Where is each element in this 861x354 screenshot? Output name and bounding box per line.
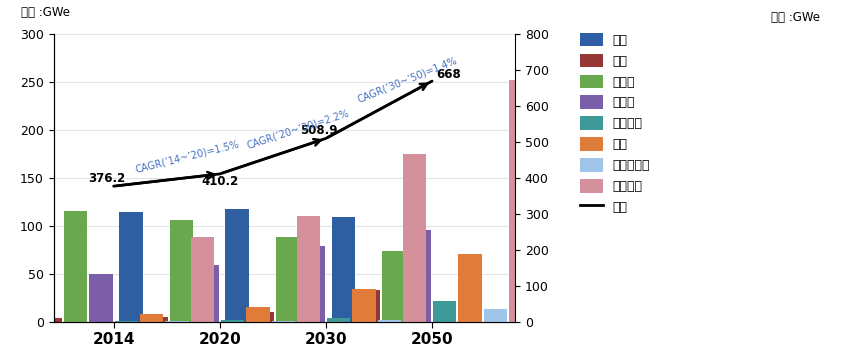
Bar (195, 265, 219, 322)
Bar (301, 246, 325, 322)
Bar (64, 211, 87, 322)
Bar (13, 213, 36, 322)
Bar (251, 312, 274, 322)
Bar (170, 220, 194, 322)
Bar (246, 307, 269, 322)
Bar (165, 321, 189, 322)
Text: 668: 668 (437, 68, 461, 80)
Bar (327, 318, 350, 322)
Text: CAGR(’14~’20)=1.5%: CAGR(’14~’20)=1.5% (134, 139, 240, 175)
Bar (407, 230, 431, 322)
Bar (271, 321, 295, 322)
Text: 단위 :GWe: 단위 :GWe (22, 6, 71, 19)
Bar (191, 237, 214, 322)
Text: 단위 :GWe: 단위 :GWe (771, 11, 820, 24)
Text: CAGR(’20~’30)=2.2%: CAGR(’20~’30)=2.2% (245, 108, 350, 151)
Text: 376.2: 376.2 (89, 172, 126, 185)
Bar (226, 209, 249, 322)
Bar (352, 289, 375, 322)
Bar (115, 321, 138, 322)
Bar (433, 301, 456, 322)
Bar (484, 309, 507, 322)
Bar (357, 290, 381, 322)
Bar (403, 154, 426, 322)
Bar (39, 318, 62, 322)
Bar (276, 237, 300, 322)
Bar (509, 80, 533, 322)
Bar (140, 314, 164, 322)
Text: 508.9: 508.9 (300, 124, 338, 137)
Bar (297, 216, 320, 322)
Text: 410.2: 410.2 (201, 175, 238, 188)
Bar (331, 217, 355, 322)
Bar (90, 274, 113, 322)
Text: CAGR(’30~’50)=1.4%: CAGR(’30~’50)=1.4% (356, 55, 459, 104)
Bar (378, 320, 401, 322)
Bar (382, 251, 406, 322)
Bar (145, 317, 168, 322)
Bar (458, 255, 482, 322)
Bar (120, 212, 143, 322)
Legend: 북미, 중미, 서유럽, 동유럽, 아프리카, 중동, 남아태지역, 극동지역, 총계: 북미, 중미, 서유럽, 동유럽, 아프리카, 중동, 남아태지역, 극동지역,… (575, 28, 655, 219)
Bar (220, 320, 245, 322)
